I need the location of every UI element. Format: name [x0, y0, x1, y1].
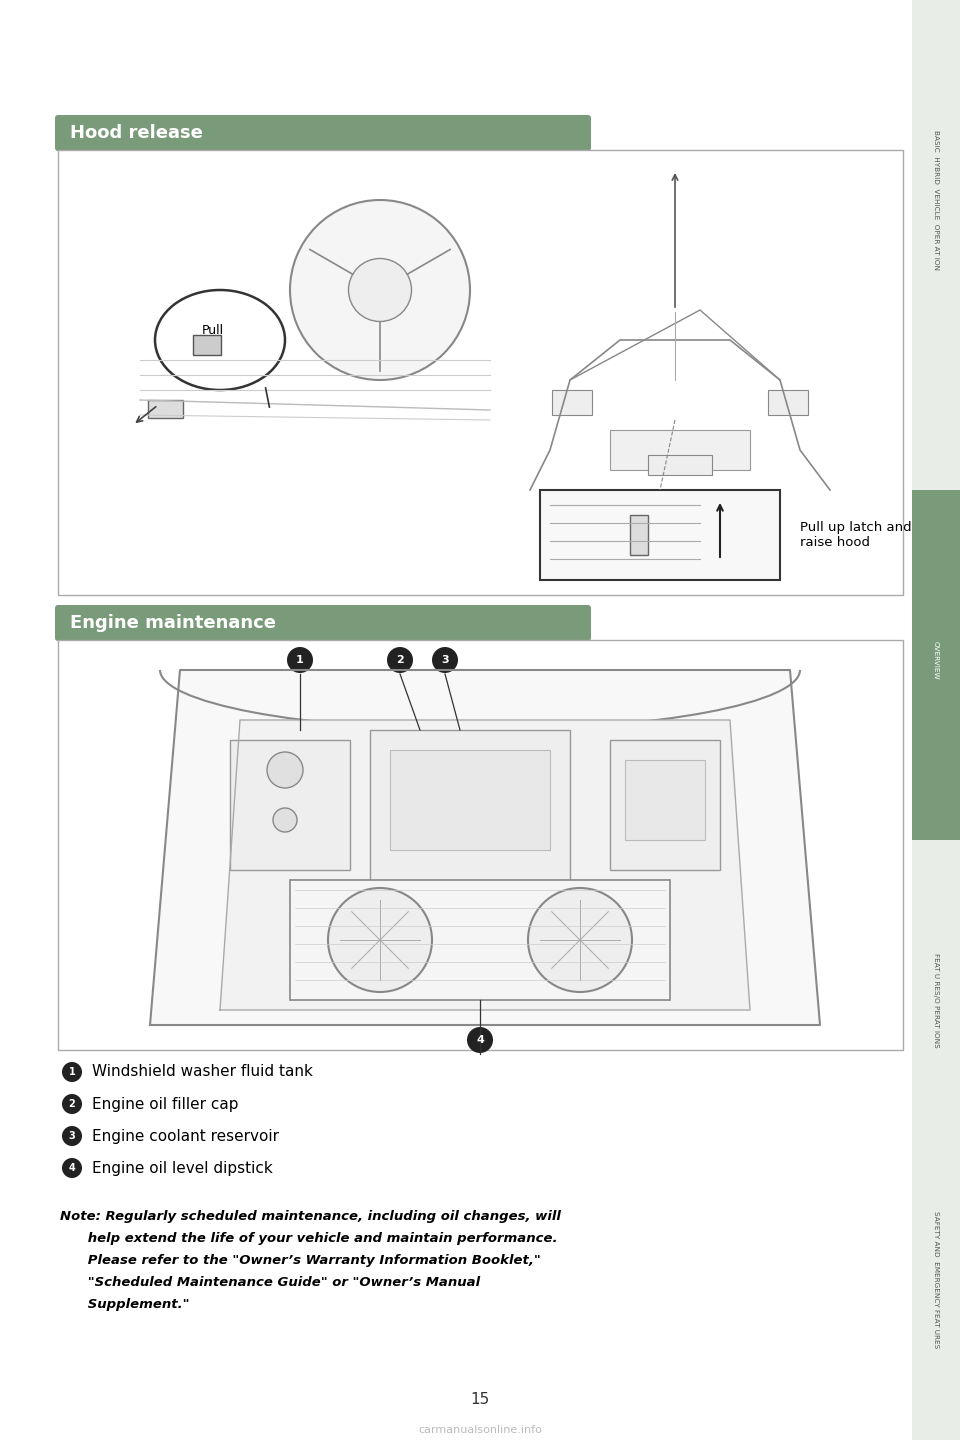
- Text: 4: 4: [476, 1035, 484, 1045]
- Bar: [912, 0, 960, 1440]
- Text: Supplement.": Supplement.": [60, 1297, 189, 1310]
- Circle shape: [432, 647, 458, 672]
- Circle shape: [290, 200, 470, 380]
- Bar: [912, 490, 960, 840]
- Bar: [58, 639, 903, 1050]
- Text: 4: 4: [68, 1164, 76, 1174]
- Bar: [630, 516, 648, 554]
- Text: Engine coolant reservoir: Engine coolant reservoir: [92, 1129, 279, 1143]
- FancyBboxPatch shape: [55, 605, 591, 641]
- Circle shape: [62, 1126, 82, 1146]
- Polygon shape: [150, 670, 820, 1025]
- Bar: [370, 730, 570, 910]
- Text: 15: 15: [470, 1392, 490, 1407]
- Text: Windshield washer fluid tank: Windshield washer fluid tank: [92, 1064, 313, 1080]
- Bar: [58, 150, 903, 595]
- Text: 2: 2: [396, 655, 404, 665]
- Circle shape: [528, 888, 632, 992]
- Bar: [193, 336, 221, 356]
- Circle shape: [467, 1027, 493, 1053]
- Circle shape: [348, 259, 412, 321]
- Bar: [290, 880, 670, 999]
- Circle shape: [267, 752, 303, 788]
- Circle shape: [62, 1063, 82, 1081]
- Circle shape: [273, 808, 297, 832]
- Circle shape: [387, 647, 413, 672]
- Bar: [610, 431, 750, 469]
- Bar: [230, 740, 350, 870]
- Text: 3: 3: [442, 655, 449, 665]
- Text: Hood release: Hood release: [70, 124, 203, 143]
- Text: Engine maintenance: Engine maintenance: [70, 613, 276, 632]
- Text: 2: 2: [68, 1099, 76, 1109]
- Text: help extend the life of your vehicle and maintain performance.: help extend the life of your vehicle and…: [60, 1233, 558, 1246]
- Bar: [552, 390, 592, 415]
- Text: 3: 3: [68, 1130, 76, 1140]
- Bar: [625, 760, 705, 840]
- Polygon shape: [220, 720, 750, 1009]
- Bar: [148, 400, 183, 418]
- Bar: [390, 750, 550, 850]
- Circle shape: [62, 1094, 82, 1115]
- Bar: [540, 490, 780, 580]
- Ellipse shape: [155, 289, 285, 390]
- FancyBboxPatch shape: [55, 115, 591, 151]
- Text: Pull: Pull: [202, 324, 224, 337]
- Text: FEAT U RES/O PERAT IONS: FEAT U RES/O PERAT IONS: [933, 953, 939, 1047]
- Text: "Scheduled Maintenance Guide" or "Owner’s Manual: "Scheduled Maintenance Guide" or "Owner’…: [60, 1276, 480, 1289]
- Text: carmanualsonline.info: carmanualsonline.info: [418, 1426, 542, 1436]
- Text: SAFETY AND  EMERGENCY FEAT URES: SAFETY AND EMERGENCY FEAT URES: [933, 1211, 939, 1349]
- Text: Engine oil level dipstick: Engine oil level dipstick: [92, 1161, 273, 1175]
- Text: 1: 1: [68, 1067, 76, 1077]
- Text: Please refer to the "Owner’s Warranty Information Booklet,": Please refer to the "Owner’s Warranty In…: [60, 1254, 540, 1267]
- Bar: [648, 455, 712, 475]
- Text: OVERVIEW: OVERVIEW: [933, 641, 939, 680]
- Circle shape: [62, 1158, 82, 1178]
- Bar: [610, 740, 720, 870]
- Text: Note: Regularly scheduled maintenance, including oil changes, will: Note: Regularly scheduled maintenance, i…: [60, 1210, 561, 1223]
- Text: Pull up latch and
raise hood: Pull up latch and raise hood: [800, 521, 912, 549]
- Text: 1: 1: [296, 655, 304, 665]
- Circle shape: [328, 888, 432, 992]
- Circle shape: [287, 647, 313, 672]
- Text: BASIC  HYBRID  VEHICLE  OPER AT ION: BASIC HYBRID VEHICLE OPER AT ION: [933, 130, 939, 271]
- Bar: [768, 390, 808, 415]
- Text: Engine oil filler cap: Engine oil filler cap: [92, 1096, 238, 1112]
